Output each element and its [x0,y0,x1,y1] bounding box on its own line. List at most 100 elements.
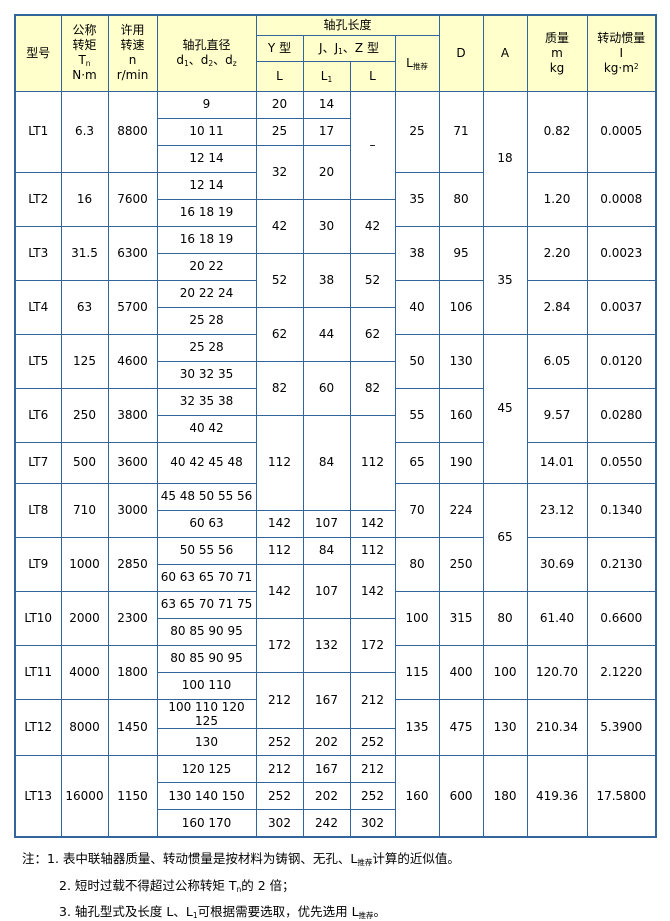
table-row: 160 170 302 242 302 [15,809,656,838]
len-l1-cell: 44 [302,306,351,362]
len-l1-cell: 167 [302,755,351,784]
inertia-cell: 17.5800 [586,755,657,838]
len-l1-cell: 30 [302,198,351,254]
dim-a-cell: 80 [482,590,528,646]
speed-cell: 6300 [107,225,158,281]
model-cell: LT13 [14,755,62,838]
len-y-cell: 142 [255,563,304,619]
len-z-cell: 82 [349,360,396,416]
coupling-spec-table: 型号 公称 转矩 Tn N·m 许用 转速 n r/min 轴孔直径 d1、d2、dz 轴孔长… [14,14,658,838]
bore-cell: 60 63 [156,509,257,538]
table-row: 16 18 19 42 30 42 [15,198,656,254]
mass-cell: 2.84 [526,279,588,335]
dim-a-cell: 180 [482,755,528,838]
torque-cell: 4000 [60,644,109,700]
col-header-torque: 公称 转矩 Tn N·m [60,14,109,92]
table-row: 20 22 52 38 52 [15,252,656,308]
dim-d-cell: 250 [438,536,484,592]
table-row: 130 252 202 252 [15,728,656,757]
mass-cell: 6.05 [526,333,588,389]
inertia-cell: 0.0005 [586,90,657,173]
len-l1-cell: 84 [302,536,351,565]
model-cell: LT4 [14,279,62,335]
bore-cell: 100 110 120 125 [156,698,257,730]
table-row: LT8 710 3000 45 48 50 55 56 70 224 65 23… [14,482,657,592]
bore-cell: 12 14 [156,171,257,200]
table-row: 80 85 90 95 172 132 172 [15,617,656,673]
bore-cell: 9 [156,90,257,119]
table-row: 100 110 212 167 212 [15,671,656,730]
torque-cell: 6.3 [60,90,109,173]
bore-cell: 80 85 90 95 [156,644,257,673]
model-cell: LT11 [14,644,62,700]
len-l1-cell: 202 [302,728,351,757]
len-y-cell: 112 [255,414,304,511]
speed-cell: 1450 [107,698,158,757]
table-row: 60 63 142 107 142 [15,509,656,538]
model-cell: LT3 [14,225,62,281]
table-row: LT13 16000 1150 120 125 212 167 212 160 … [14,755,657,838]
dim-d-cell: 315 [438,590,484,646]
speed-cell: 2300 [107,590,158,646]
len-y-cell: 52 [255,252,304,308]
torque-cell: 2000 [60,590,109,646]
speed-cell: 1800 [107,644,158,700]
torque-cell: 710 [60,482,109,538]
len-z-cell: – [349,90,396,200]
torque-cell: 31.5 [60,225,109,281]
bore-cell: 12 14 [156,144,257,173]
dim-d-cell: 600 [438,755,484,838]
speed-cell: 2850 [107,536,158,592]
col-header-A: A [482,14,528,92]
table-row: LT11 4000 1800 80 85 90 95 115 400 100 1… [14,644,657,700]
len-l1-cell: 107 [302,509,351,538]
speed-cell: 3600 [107,441,158,484]
len-y-cell: 62 [255,306,304,362]
len-rec-cell: 115 [394,644,440,700]
len-l1-cell: 14 [302,90,351,119]
footnote-2: 2. 短时过载不得超过公称转矩 Tn的 2 倍； [59,877,295,894]
torque-cell: 16000 [60,755,109,838]
len-l1-cell: 132 [302,617,351,673]
model-cell: LT1 [14,90,62,173]
bore-cell: 100 110 [156,671,257,700]
bore-cell: 30 32 35 [156,360,257,389]
len-rec-cell: 65 [394,441,440,484]
table-row: 10 11 25 17 [15,117,656,146]
bore-cell: 16 18 19 [156,225,257,254]
inertia-cell: 0.2130 [586,536,657,592]
len-y-cell: 302 [255,809,304,838]
len-z-cell: 142 [349,563,396,619]
len-rec-cell: 135 [394,698,440,757]
mass-cell: 2.20 [526,225,588,281]
bore-cell: 120 125 [156,755,257,784]
len-z-cell: 52 [349,252,396,308]
len-y-cell: 25 [255,117,304,146]
model-cell: LT2 [14,171,62,227]
len-z-cell: 62 [349,306,396,362]
col-header-L-recommended: L推荐 [394,34,440,92]
inertia-cell: 2.1220 [586,644,657,700]
table-row: LT12 8000 1450 100 110 120 125 135 475 1… [14,698,657,757]
speed-cell: 3800 [107,387,158,443]
bore-cell: 32 35 38 [156,387,257,416]
model-cell: LT8 [14,482,62,538]
inertia-cell: 0.0008 [586,171,657,227]
torque-cell: 1000 [60,536,109,592]
dim-d-cell: 190 [438,441,484,484]
dim-a-cell: 35 [482,225,528,335]
len-y-cell: 42 [255,198,304,254]
bore-cell: 60 63 65 70 71 [156,563,257,592]
footnote-1: 注：1. 表中联轴器质量、转动惯量是按材料为铸钢、无孔、L推荐计算的近似值。 [22,850,460,867]
bore-cell: 40 42 45 48 [156,441,257,484]
inertia-cell: 0.0120 [586,333,657,389]
col-header-bore-diameter: 轴孔直径 d1、d2、dz [156,14,257,92]
inertia-cell: 0.6600 [586,590,657,646]
mass-cell: 0.82 [526,90,588,173]
model-cell: LT9 [14,536,62,592]
bore-cell: 130 [156,728,257,757]
col-header-L1: L1 [302,60,351,92]
col-header-y-type: Y 型 [255,34,304,62]
bore-cell: 20 22 24 [156,279,257,308]
